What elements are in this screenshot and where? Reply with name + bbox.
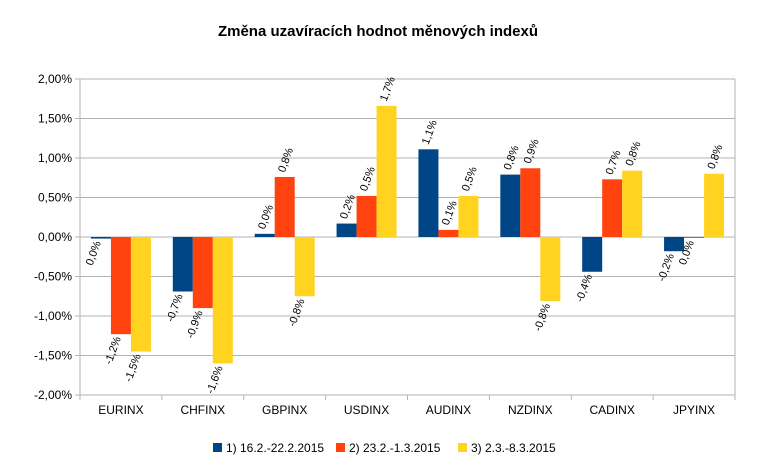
data-label: 0,9% bbox=[522, 137, 542, 165]
bar-usdinx-series-2 bbox=[356, 195, 377, 237]
data-label: -0,2% bbox=[656, 252, 677, 283]
x-tick-label-cadinx: CADINX bbox=[590, 403, 635, 417]
bar-audinx-series-3 bbox=[458, 195, 479, 237]
chart-title: Změna uzavíracích hodnot měnových indexů bbox=[218, 23, 538, 40]
y-tick-label: -2,00% bbox=[34, 388, 72, 402]
bar-nzdinx-series-3 bbox=[540, 237, 561, 301]
legend-label-series-2: 2) 23.2.-1.3.2015 bbox=[349, 441, 441, 455]
bar-cadinx-series-1 bbox=[582, 237, 603, 272]
bar-eurinx-series-3 bbox=[130, 237, 151, 352]
x-tick-label-gbpinx: GBPINX bbox=[262, 403, 307, 417]
bar-chfinx-series-3 bbox=[212, 237, 233, 364]
y-tick-label: 0,00% bbox=[38, 230, 72, 244]
y-tick-label: -1,50% bbox=[34, 349, 72, 363]
data-label: 0,8% bbox=[624, 140, 644, 168]
bar-eurinx-series-2 bbox=[110, 237, 131, 335]
x-tick-label-chfinx: CHFINX bbox=[180, 403, 225, 417]
axes: -2,00% -1,50% -1,00% -0,50% 0,00% 0,50% 1,00% 1… bbox=[34, 72, 736, 417]
data-label: 0,5% bbox=[460, 165, 480, 193]
x-tick-label-nzdinx: NZDINX bbox=[508, 403, 553, 417]
data-label: -0,4% bbox=[574, 272, 595, 303]
data-label: -0,7% bbox=[165, 292, 186, 323]
bar-nzdinx-series-1 bbox=[500, 174, 521, 237]
bar-jpyinx-series-1 bbox=[664, 237, 685, 252]
data-label: 0,8% bbox=[706, 143, 726, 171]
x-tick-label-jpyinx: JPYINX bbox=[673, 403, 715, 417]
bar-audinx-series-2 bbox=[438, 229, 459, 237]
y-tick-label: 1,50% bbox=[38, 112, 72, 126]
data-label: -1,5% bbox=[123, 352, 144, 383]
bar-jpyinx-series-3 bbox=[704, 173, 725, 237]
y-tick-label: -0,50% bbox=[34, 270, 72, 284]
y-tick-label: 0,50% bbox=[38, 191, 72, 205]
data-label: 0,0% bbox=[256, 203, 276, 231]
data-label: -0,8% bbox=[286, 297, 307, 328]
data-label: 0,5% bbox=[358, 165, 378, 193]
data-label: 1,1% bbox=[420, 118, 440, 146]
data-label: 0,2% bbox=[338, 193, 358, 221]
legend-label-series-1: 1) 16.2.-22.2.2015 bbox=[226, 441, 324, 455]
data-label: 0,0% bbox=[84, 239, 104, 267]
bar-chfinx-series-2 bbox=[192, 237, 213, 309]
bar-usdinx-series-1 bbox=[336, 223, 357, 237]
y-tick-label: 1,00% bbox=[38, 151, 72, 165]
data-label: -1,6% bbox=[205, 364, 226, 395]
bar-gbpinx-series-2 bbox=[274, 176, 295, 237]
bars bbox=[90, 105, 725, 364]
legend-label-series-3: 3) 2.3.-8.3.2015 bbox=[471, 441, 556, 455]
bar-jpyinx-series-2 bbox=[684, 237, 705, 238]
legend: 1) 16.2.-22.2.2015 2) 23.2.-1.3.2015 3) 2.… bbox=[213, 441, 556, 455]
y-tick-label: 2,00% bbox=[38, 72, 72, 86]
bar-chfinx-series-1 bbox=[172, 237, 193, 292]
data-label: -0,8% bbox=[532, 302, 553, 333]
bar-audinx-series-1 bbox=[418, 149, 439, 237]
legend-swatch-series-1 bbox=[213, 443, 222, 452]
bar-cadinx-series-3 bbox=[622, 170, 643, 237]
bar-usdinx-series-3 bbox=[376, 105, 397, 237]
x-tick-label-audinx: AUDINX bbox=[426, 403, 471, 417]
x-tick-label-eurinx: EURINX bbox=[98, 403, 143, 417]
bar-gbpinx-series-3 bbox=[294, 237, 315, 297]
data-label: 0,7% bbox=[604, 148, 624, 176]
x-tick-label-usdinx: USDINX bbox=[344, 403, 389, 417]
bar-nzdinx-series-2 bbox=[520, 168, 541, 237]
bar-gbpinx-series-1 bbox=[254, 233, 275, 237]
legend-swatch-series-2 bbox=[336, 443, 345, 452]
bar-eurinx-series-1 bbox=[90, 237, 111, 239]
data-label: 0,1% bbox=[440, 199, 460, 227]
data-label: -1,2% bbox=[103, 335, 124, 366]
legend-swatch-series-3 bbox=[458, 443, 467, 452]
bar-cadinx-series-2 bbox=[602, 179, 623, 237]
data-label: 0,8% bbox=[276, 146, 296, 174]
data-label: -0,9% bbox=[185, 309, 206, 340]
y-tick-label: -1,00% bbox=[34, 309, 72, 323]
